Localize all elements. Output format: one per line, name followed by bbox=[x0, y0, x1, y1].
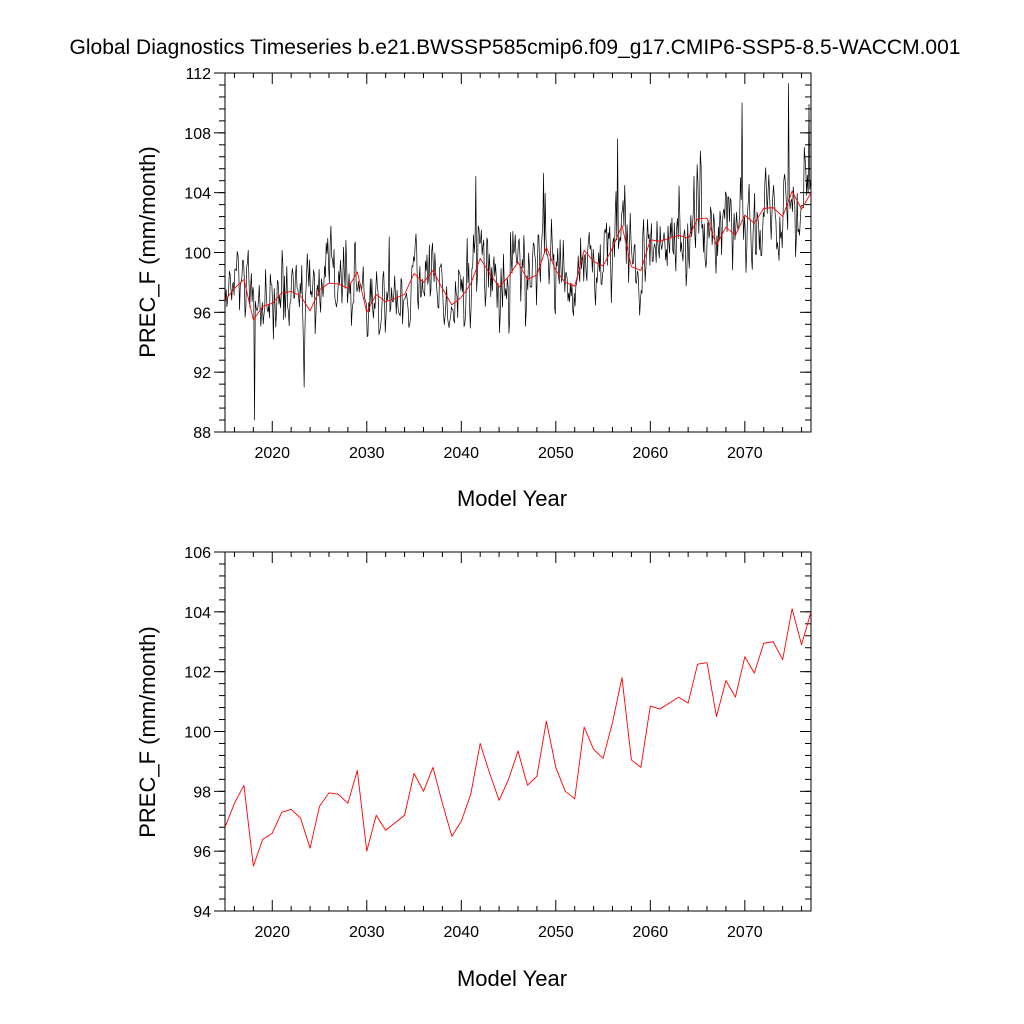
annual-plot-frame bbox=[224, 551, 812, 912]
x-tick-label: 2020 bbox=[254, 445, 290, 462]
x-tick-label: 2040 bbox=[443, 445, 479, 462]
x-tick-label: 2040 bbox=[443, 924, 479, 941]
annual-series-line bbox=[225, 608, 811, 867]
y-tick-label: 88 bbox=[193, 425, 211, 442]
y-tick-label: 100 bbox=[184, 725, 211, 742]
y-tick-label: 92 bbox=[193, 365, 211, 382]
monthly-panel: 2020 2030 2040 2050 2060 2070 88 92 96 100 104 108 1… bbox=[135, 66, 812, 511]
y-tick-label: 106 bbox=[184, 545, 211, 562]
x-tick-label: 2070 bbox=[727, 445, 763, 462]
monthly-series-line bbox=[225, 83, 811, 421]
y-tick-label: 100 bbox=[184, 246, 211, 263]
monthly-y-axis-label: PREC_F (mm/month) bbox=[135, 146, 160, 357]
y-tick-label: 102 bbox=[184, 665, 211, 682]
monthly-series-group bbox=[225, 83, 811, 421]
x-tick-label: 2060 bbox=[633, 445, 669, 462]
x-tick-label: 2060 bbox=[633, 924, 669, 941]
x-tick-label: 2050 bbox=[538, 924, 574, 941]
y-tick-label: 98 bbox=[193, 784, 211, 801]
annual-series-line bbox=[225, 190, 811, 321]
annual-y-axis-label: PREC_F (mm/month) bbox=[135, 626, 160, 837]
y-tick-label: 96 bbox=[193, 305, 211, 322]
y-tick-label: 94 bbox=[193, 904, 211, 921]
annual-axis-ticks: 2020 2030 2040 2050 2060 2070 94 96 98 100 102 104 1… bbox=[184, 545, 811, 941]
y-tick-label: 108 bbox=[184, 126, 211, 143]
annual-x-axis-label: Model Year bbox=[457, 966, 567, 991]
monthly-axis-ticks: 2020 2030 2040 2050 2060 2070 88 92 96 100 104 108 1… bbox=[184, 66, 811, 462]
x-tick-label: 2070 bbox=[727, 924, 763, 941]
chart-title: Global Diagnostics Timeseries b.e21.BWSS… bbox=[70, 36, 961, 59]
annual-panel: 2020 2030 2040 2050 2060 2070 94 96 98 100 102 104 1… bbox=[135, 545, 812, 991]
monthly-x-axis-label: Model Year bbox=[457, 486, 567, 511]
x-tick-label: 2020 bbox=[254, 924, 290, 941]
y-tick-label: 104 bbox=[184, 605, 211, 622]
x-tick-label: 2050 bbox=[538, 445, 574, 462]
y-tick-label: 96 bbox=[193, 844, 211, 861]
y-tick-label: 112 bbox=[185, 66, 211, 83]
y-tick-label: 104 bbox=[184, 186, 211, 203]
x-tick-label: 2030 bbox=[349, 445, 385, 462]
x-tick-label: 2030 bbox=[349, 924, 385, 941]
annual-series-group bbox=[225, 608, 811, 867]
